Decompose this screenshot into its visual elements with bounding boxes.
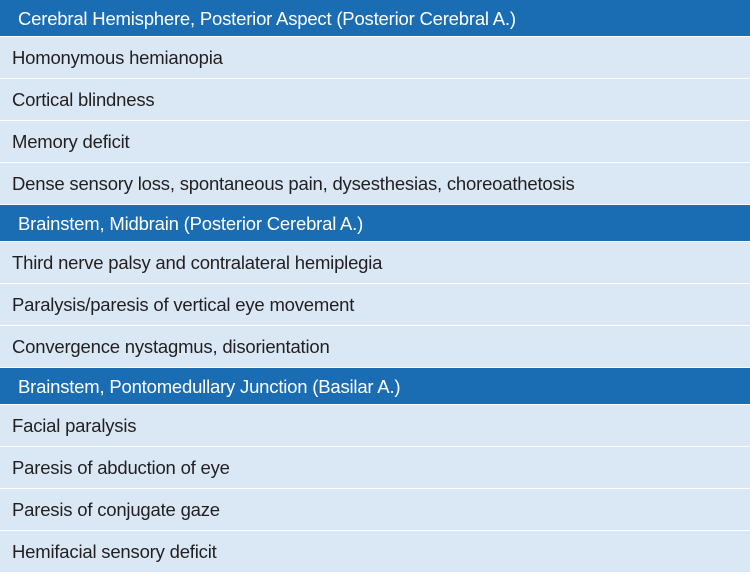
table-row: Paresis of conjugate gaze <box>0 489 750 531</box>
table-row: Facial paralysis <box>0 405 750 447</box>
section-header: Cerebral Hemisphere, Posterior Aspect (P… <box>0 0 750 37</box>
table-row: Paralysis/paresis of vertical eye moveme… <box>0 284 750 326</box>
table-row: Memory deficit <box>0 121 750 163</box>
table-row: Dense sensory loss, spontaneous pain, dy… <box>0 163 750 205</box>
table-row: Homonymous hemianopia <box>0 37 750 79</box>
section-header: Brainstem, Pontomedullary Junction (Basi… <box>0 368 750 405</box>
table-row: Paresis of abduction of eye <box>0 447 750 489</box>
table-row: Cortical blindness <box>0 79 750 121</box>
table-row: Hemifacial sensory deficit <box>0 531 750 573</box>
section-header: Brainstem, Midbrain (Posterior Cerebral … <box>0 205 750 242</box>
table-row: Convergence nystagmus, disorientation <box>0 326 750 368</box>
table-row: Third nerve palsy and contralateral hemi… <box>0 242 750 284</box>
